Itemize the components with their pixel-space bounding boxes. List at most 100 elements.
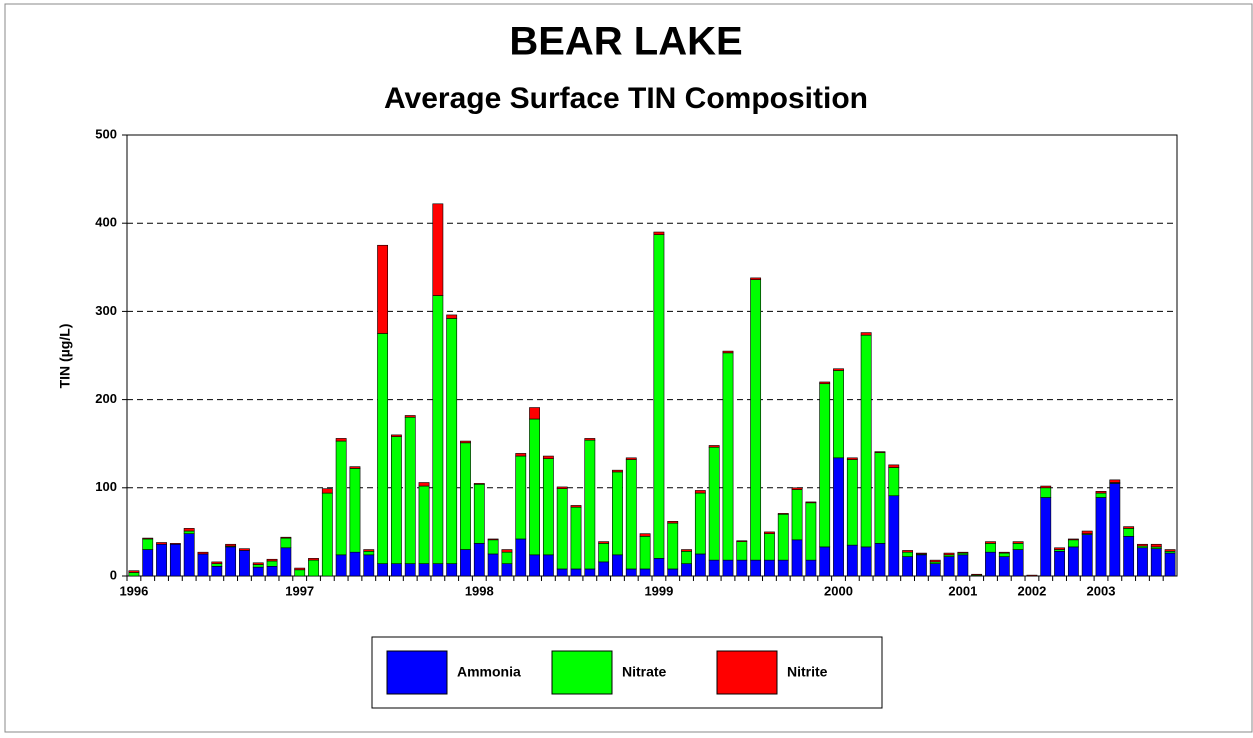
bar-segment — [570, 505, 582, 508]
bar-segment — [418, 482, 430, 487]
bar-segment — [998, 551, 1010, 554]
bar-segment — [487, 553, 499, 577]
bar-segment — [957, 551, 969, 554]
bar-segment — [653, 234, 665, 559]
bar-segment — [1164, 552, 1176, 577]
bar-segment — [874, 451, 886, 453]
bar-segment — [211, 561, 223, 564]
bar-segment — [128, 570, 140, 573]
y-tick-label: 200 — [95, 391, 117, 406]
chart-subtitle: Average Surface TIN Composition — [384, 82, 868, 115]
bar-segment — [460, 442, 471, 550]
bar-segment — [446, 563, 458, 577]
bar-segment — [833, 370, 844, 459]
bar-segment — [1109, 479, 1121, 483]
bar-segment — [308, 558, 319, 561]
bar-segment — [708, 559, 720, 577]
bar-segment — [349, 551, 361, 577]
bar-segment — [142, 537, 154, 540]
bar-segment — [501, 551, 513, 564]
bar-segment — [252, 564, 264, 568]
bar-segment — [1067, 539, 1079, 548]
bar-segment — [308, 559, 319, 577]
bar-segment — [791, 539, 803, 577]
legend-swatch — [716, 650, 778, 695]
bar-segment — [1095, 492, 1107, 498]
bar-segment — [819, 383, 831, 548]
bar-segment — [570, 568, 582, 577]
x-tick-label: 1999 — [644, 583, 673, 598]
bar-segment — [736, 540, 748, 542]
bar-segment — [750, 277, 762, 280]
bar-segment — [805, 501, 817, 504]
bar-segment — [460, 440, 471, 444]
bar-segment — [694, 553, 706, 577]
legend-swatch — [386, 650, 448, 695]
bar-segment — [736, 559, 748, 577]
bar-segment — [473, 483, 485, 544]
bar-segment — [542, 554, 554, 577]
bar-segment — [515, 453, 527, 457]
bar-segment — [570, 506, 582, 570]
bar-segment — [929, 563, 941, 577]
bar-segment — [860, 334, 872, 548]
bar-segment — [1067, 546, 1079, 577]
bar-segment — [239, 548, 250, 551]
bar-segment — [335, 554, 347, 577]
legend-label: Ammonia — [457, 664, 521, 680]
x-tick-label: 1997 — [285, 583, 314, 598]
bar-segment — [1081, 534, 1093, 577]
bar-segment — [985, 551, 996, 577]
x-tick-label: 2003 — [1087, 583, 1116, 598]
bar-segment — [252, 566, 264, 577]
bar-segment — [1026, 574, 1038, 577]
bar-segment — [1137, 547, 1148, 577]
bar-segment — [902, 556, 914, 577]
bar-segment — [764, 533, 775, 561]
bar-segment — [515, 538, 527, 577]
bar-segment — [584, 439, 596, 570]
bar-segment — [791, 487, 803, 490]
bar-segment — [473, 483, 485, 485]
bar-segment — [722, 350, 734, 354]
bar-segment — [736, 541, 748, 561]
bar-segment — [1054, 547, 1065, 550]
bar-segment — [1067, 538, 1079, 541]
bar-segment — [321, 492, 333, 577]
bar-segment — [833, 368, 844, 371]
page-border — [4, 3, 1253, 733]
bar-segment — [1150, 548, 1162, 577]
bar-segment — [985, 543, 996, 553]
bar-segment — [681, 551, 692, 564]
bar-segment — [998, 552, 1010, 557]
bar-segment — [321, 488, 333, 494]
bar-segment — [377, 333, 389, 564]
bar-segment — [280, 536, 292, 539]
bar-segment — [169, 543, 181, 577]
bar-segment — [390, 434, 402, 437]
bar-segment — [998, 556, 1010, 577]
bar-segment — [225, 543, 237, 547]
bar-segment — [791, 489, 803, 541]
x-tick-label: 2002 — [1017, 583, 1046, 598]
bar-segment — [722, 559, 734, 577]
bar-segment — [556, 488, 568, 570]
bar-segment — [1095, 497, 1107, 577]
bar-segment — [750, 559, 762, 577]
bar-segment — [1137, 543, 1148, 547]
bar-segment — [1012, 541, 1024, 544]
y-tick-label: 100 — [95, 479, 117, 494]
x-tick-label: 1998 — [465, 583, 494, 598]
bar-segment — [1012, 543, 1024, 550]
bar-segment — [625, 457, 637, 460]
bar-segment — [529, 407, 540, 420]
bar-segment — [404, 563, 416, 577]
bar-segment — [556, 568, 568, 577]
bar-segment — [335, 438, 347, 442]
bar-segment — [598, 561, 610, 577]
bar-segment — [612, 471, 623, 556]
legend-label: Nitrite — [787, 664, 828, 680]
bar-segment — [846, 544, 858, 577]
bar-segment — [239, 550, 250, 577]
